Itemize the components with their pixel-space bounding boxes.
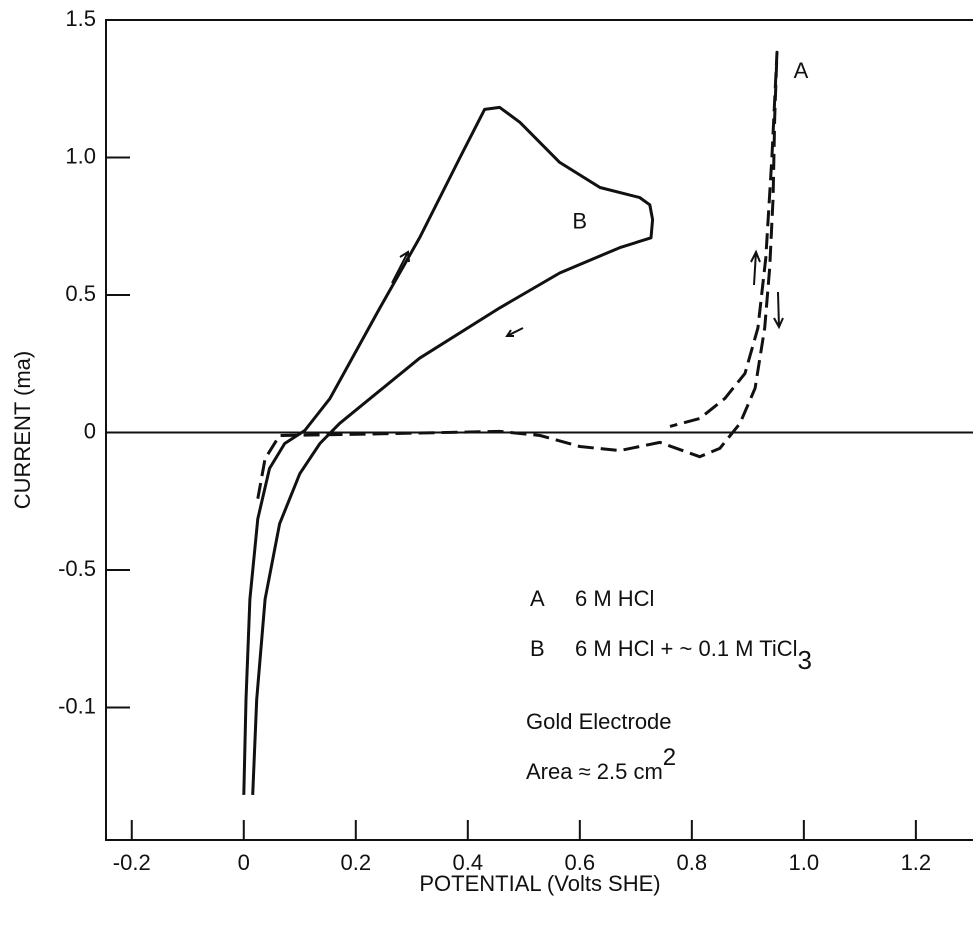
y-tick-label: 1.5 [65, 6, 96, 31]
annotation-superscript: 2 [663, 744, 676, 771]
y-tick-label: -0.1 [58, 693, 96, 718]
x-tick-label: 0.2 [340, 850, 371, 875]
y-tick-label: 0.5 [65, 281, 96, 306]
y-tick-label: -0.5 [58, 556, 96, 581]
legend-subscript: 3 [798, 645, 812, 675]
x-tick-label: 0 [238, 850, 250, 875]
x-tick-label: -0.2 [113, 850, 151, 875]
legend-key: B [530, 636, 545, 661]
series-line [242, 105, 655, 795]
y-tick-label: 0 [84, 418, 96, 443]
x-tick-label: 1.2 [901, 850, 932, 875]
legend-text: 6 M HCl [575, 586, 654, 611]
legend-text-main: 6 M HCl + ~ 0.1 M TiCl [575, 636, 798, 661]
annotation: Area ≈ 2.5 cm2 [526, 744, 676, 783]
annotation-main: Area ≈ 2.5 cm [526, 759, 663, 784]
x-tick-label: 0.6 [565, 850, 596, 875]
plot-frame [105, 19, 973, 841]
x-tick-label: 1.0 [789, 850, 820, 875]
x-axis-label: POTENTIAL (Volts SHE) [419, 871, 660, 896]
legend-key: A [530, 586, 545, 611]
legend-text: 6 M HCl + ~ 0.1 M TiCl3 [575, 636, 812, 675]
y-tick-label: 1.0 [65, 143, 96, 168]
y-axis-label: CURRENT (ma) [10, 351, 35, 509]
curve-label: B [572, 208, 587, 233]
sweep-arrows [391, 249, 784, 337]
curve-label: A [794, 58, 809, 83]
x-tick-label: 0.4 [453, 850, 484, 875]
x-tick-label: 0.8 [677, 850, 708, 875]
series-line [256, 50, 779, 499]
annotation: Gold Electrode [526, 709, 672, 734]
